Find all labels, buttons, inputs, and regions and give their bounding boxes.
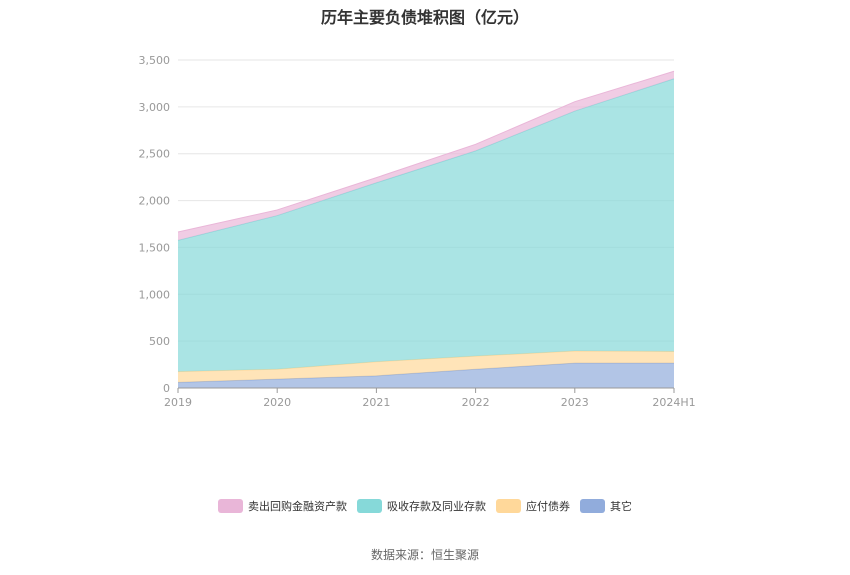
legend-swatch [580, 499, 605, 513]
y-tick-label: 0 [163, 382, 170, 395]
legend-label: 卖出回购金融资产款 [248, 499, 347, 513]
area-series-1 [178, 363, 674, 388]
x-tick-label: 2021 [362, 396, 390, 409]
y-tick-label: 1,500 [139, 241, 171, 254]
area-series-3 [178, 78, 674, 372]
legend-label: 应付债券 [526, 499, 570, 513]
y-tick-label: 3,500 [139, 54, 171, 67]
x-tick-label: 2024H1 [652, 396, 695, 409]
x-tick-label: 2020 [263, 396, 291, 409]
y-tick-label: 500 [149, 335, 170, 348]
legend-swatch [496, 499, 521, 513]
chart-title: 历年主要负债堆积图（亿元） [320, 8, 529, 27]
legend-label: 吸收存款及同业存款 [387, 499, 486, 513]
source-text: 数据来源：恒生聚源 [370, 548, 479, 562]
legend-swatch [357, 499, 382, 513]
area-series-2 [178, 350, 674, 383]
y-tick-label: 1,000 [139, 288, 171, 301]
y-tick-label: 3,000 [139, 101, 171, 114]
x-tick-label: 2019 [164, 396, 192, 409]
y-tick-label: 2,000 [139, 195, 171, 208]
legend-swatch [218, 499, 243, 513]
x-tick-label: 2023 [561, 396, 589, 409]
legend-label: 其它 [610, 499, 632, 513]
y-tick-label: 2,500 [139, 148, 171, 161]
area-series-4 [178, 71, 674, 241]
x-tick-label: 2022 [462, 396, 490, 409]
area-series-line-4 [177, 70, 675, 233]
